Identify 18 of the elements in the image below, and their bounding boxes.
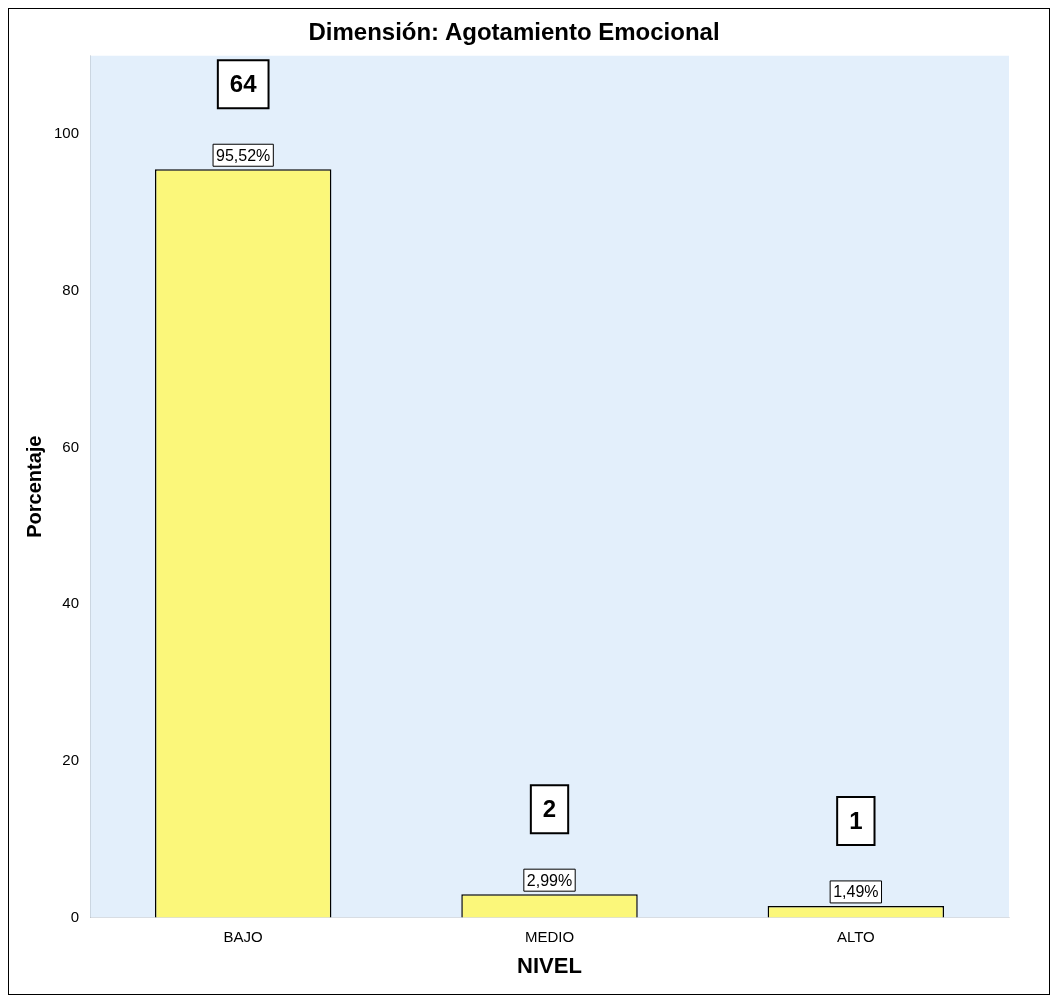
annotation: 2: [542, 794, 557, 822]
y-tick-label: 60: [62, 437, 80, 455]
x-tick-label: MEDIO: [524, 927, 575, 945]
data-label: 1,49%: [833, 883, 879, 901]
data-label: 2,99%: [526, 871, 573, 889]
x-axis-title: NIVEL: [517, 952, 582, 978]
annotation: 1: [849, 806, 863, 834]
x-tick-label: BAJO: [223, 927, 263, 945]
y-tick-label: 40: [62, 594, 80, 612]
x-tick-label: ALTO: [836, 927, 875, 945]
y-tick-label: 80: [62, 280, 80, 298]
annotation: 64: [229, 69, 258, 97]
y-tick-label: 0: [70, 907, 80, 925]
y-tick-label: 20: [62, 751, 80, 769]
data-label: 95,52%: [216, 146, 271, 164]
y-tick-label: 100: [54, 124, 80, 142]
chart-title: Dimensión: Agotamiento Emocional: [308, 18, 720, 46]
y-axis-title: Porcentaje: [22, 435, 45, 538]
